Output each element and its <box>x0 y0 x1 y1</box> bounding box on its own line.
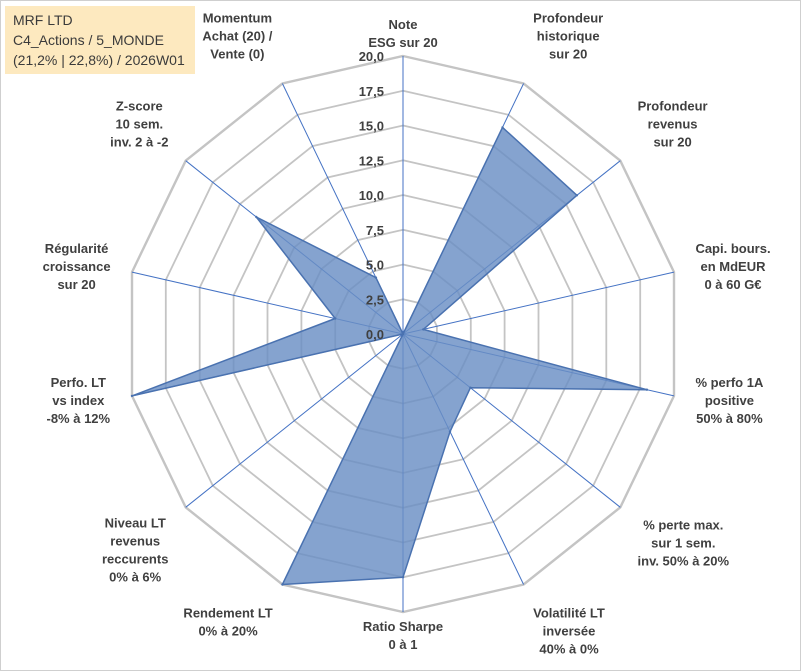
axis-label-line: inv. 2 à -2 <box>110 135 168 150</box>
axis-spoke <box>185 333 404 508</box>
axis-label-line: Volatilité LT <box>533 605 605 620</box>
axis-label-line: Niveau LT <box>105 516 166 531</box>
data-point <box>501 126 504 129</box>
axis-label: Volatilité LT inversée 40% à 0% <box>533 605 605 656</box>
axis-label-line: % perfo 1A <box>695 375 764 390</box>
axis-label-line: croissance <box>43 259 111 274</box>
data-point <box>401 332 405 336</box>
data-point <box>401 576 405 579</box>
tick-label: 10,0 <box>359 188 384 203</box>
axis-label-line: sur 20 <box>549 47 587 62</box>
radar-axis-labels: Note ESG sur 20 Profondeur historique sur 20… <box>43 11 771 657</box>
chart-title-box: MRF LTD C4_Actions / 5_MONDE (21,2% | 22… <box>5 6 195 74</box>
axis-label-line: revenus <box>648 117 698 132</box>
axis-label-line: Z-score <box>116 99 163 114</box>
data-point <box>255 215 258 219</box>
title-line-company: MRF LTD <box>13 12 73 28</box>
axis-label-line: 0 à 60 G€ <box>704 277 761 292</box>
axis-label-line: -8% à 12% <box>47 411 111 426</box>
axis-label-line: historique <box>537 29 600 44</box>
axis-label: Rendement LT 0% à 20% <box>183 605 272 638</box>
axis-label-line: 50% à 80% <box>696 411 763 426</box>
axis-label-line: 40% à 0% <box>539 641 599 656</box>
axis-label-line: reccurents <box>102 552 168 567</box>
axis-label: Note ESG sur 20 <box>368 17 437 50</box>
title-line-category: C4_Actions / 5_MONDE <box>13 32 164 48</box>
axis-label-line: Capi. bours. <box>695 241 770 256</box>
axis-label-line: 0% à 6% <box>109 570 161 585</box>
axis-label-line: positive <box>705 393 754 408</box>
tick-label: 7,5 <box>366 223 384 238</box>
data-point <box>448 430 452 433</box>
axis-label-line: Vente (0) <box>210 47 264 62</box>
axis-label-line: Perfo. LT <box>51 375 106 390</box>
axis-label-line: Régularité <box>45 241 109 256</box>
data-point <box>575 194 579 197</box>
axis-spoke <box>402 271 675 335</box>
axis-label-line: 10 sem. <box>115 117 163 132</box>
radar-series <box>130 126 649 586</box>
axis-label-line: Note <box>389 17 418 32</box>
data-point <box>422 328 425 331</box>
axis-label: Ratio Sharpe 0 à 1 <box>363 619 443 652</box>
tick-label: 20,0 <box>359 49 384 64</box>
tick-label: 15,0 <box>359 119 384 134</box>
axis-label-line: Profondeur <box>533 11 603 26</box>
axis-label-line: % perte max. <box>643 517 723 532</box>
data-point <box>374 276 378 279</box>
axis-label-line: vs index <box>52 393 105 408</box>
axis-label: Profondeur revenus sur 20 <box>638 99 708 150</box>
axis-label-line: en MdEUR <box>701 259 767 274</box>
axis-label: % perte max. sur 1 sem. inv. 50% à 20% <box>638 517 730 568</box>
axis-label-line: 0% à 20% <box>198 623 258 638</box>
axis-label-line: 0 à 1 <box>389 637 418 652</box>
series-area <box>131 126 648 586</box>
axis-label: % perfo 1A positive 50% à 80% <box>695 375 764 426</box>
tick-label: 17,5 <box>359 84 384 99</box>
axis-label-line: Rendement LT <box>183 605 272 620</box>
data-point <box>334 317 337 320</box>
tick-label: 12,5 <box>359 153 384 168</box>
tick-label: 5,0 <box>366 258 384 273</box>
tick-label: 2,5 <box>366 292 384 307</box>
axis-label: Z-score 10 sem. inv. 2 à -2 <box>110 99 168 150</box>
data-point <box>469 386 472 389</box>
axis-label: Régularité croissance sur 20 <box>43 241 111 292</box>
axis-label-line: inversée <box>543 623 596 638</box>
axis-label: Niveau LT revenus reccurents 0% à 6% <box>102 516 168 585</box>
axis-label-line: ESG sur 20 <box>368 35 437 50</box>
data-point <box>130 394 134 398</box>
axis-label-line: Profondeur <box>638 99 708 114</box>
data-point <box>281 583 284 586</box>
axis-label: Momentum Achat (20) / Vente (0) <box>202 11 272 62</box>
axis-label: Capi. bours. en MdEUR 0 à 60 G€ <box>695 241 770 292</box>
axis-label-line: sur 1 sem. <box>651 535 715 550</box>
data-point <box>645 388 649 391</box>
tick-label: 0,0 <box>366 327 384 342</box>
title-line-stats: (21,2% | 22,8%) / 2026W01 <box>13 52 185 68</box>
axis-label-line: Achat (20) / <box>202 29 272 44</box>
axis-label: Profondeur historique sur 20 <box>533 11 603 62</box>
axis-label-line: inv. 50% à 20% <box>638 553 730 568</box>
axis-label-line: revenus <box>110 534 160 549</box>
radar-tick-labels: 0,0 2,5 5,0 7,5 10,0 12,5 15,0 17,5 20,0 <box>359 49 384 342</box>
axis-label-line: sur 20 <box>653 135 691 150</box>
axis-label-line: Ratio Sharpe <box>363 619 443 634</box>
axis-label: Perfo. LT vs index -8% à 12% <box>47 375 111 426</box>
axis-label-line: Momentum <box>203 11 272 26</box>
axis-label-line: sur 20 <box>57 277 95 292</box>
